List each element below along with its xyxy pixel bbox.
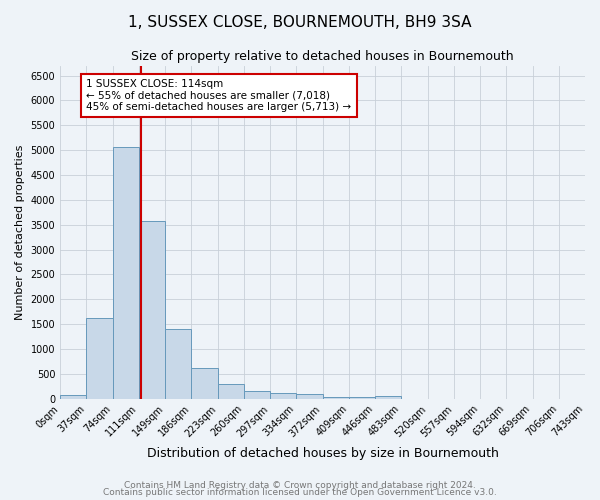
Y-axis label: Number of detached properties: Number of detached properties xyxy=(15,144,25,320)
Bar xyxy=(113,147,139,399)
Text: 1, SUSSEX CLOSE, BOURNEMOUTH, BH9 3SA: 1, SUSSEX CLOSE, BOURNEMOUTH, BH9 3SA xyxy=(128,15,472,30)
X-axis label: Distribution of detached houses by size in Bournemouth: Distribution of detached houses by size … xyxy=(146,447,499,460)
Bar xyxy=(296,394,323,399)
Bar xyxy=(244,391,270,399)
Text: 1 SUSSEX CLOSE: 114sqm
← 55% of detached houses are smaller (7,018)
45% of semi-: 1 SUSSEX CLOSE: 114sqm ← 55% of detached… xyxy=(86,79,352,112)
Bar xyxy=(191,368,218,399)
Bar xyxy=(323,396,349,399)
Text: Contains public sector information licensed under the Open Government Licence v3: Contains public sector information licen… xyxy=(103,488,497,497)
Bar xyxy=(218,384,244,399)
Text: Contains HM Land Registry data © Crown copyright and database right 2024.: Contains HM Land Registry data © Crown c… xyxy=(124,480,476,490)
Bar xyxy=(165,329,191,399)
Title: Size of property relative to detached houses in Bournemouth: Size of property relative to detached ho… xyxy=(131,50,514,63)
Bar xyxy=(349,398,375,399)
Bar xyxy=(270,393,296,399)
Bar xyxy=(375,396,401,399)
Bar xyxy=(86,318,113,399)
Bar xyxy=(60,395,86,399)
Bar xyxy=(139,221,165,399)
